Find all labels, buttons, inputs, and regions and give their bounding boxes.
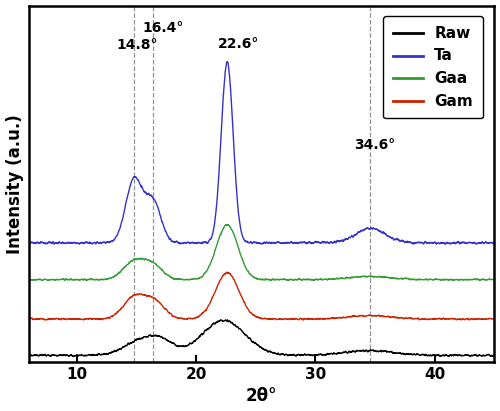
Legend: Raw, Ta, Gaa, Gam: Raw, Ta, Gaa, Gam	[383, 16, 483, 118]
Text: 14.8°: 14.8°	[116, 38, 158, 52]
Y-axis label: Intensity (a.u.): Intensity (a.u.)	[6, 114, 24, 254]
Text: 34.6°: 34.6°	[354, 138, 395, 152]
X-axis label: 2θ°: 2θ°	[246, 388, 278, 405]
Text: 22.6°: 22.6°	[218, 37, 259, 51]
Text: 16.4°: 16.4°	[142, 21, 184, 35]
